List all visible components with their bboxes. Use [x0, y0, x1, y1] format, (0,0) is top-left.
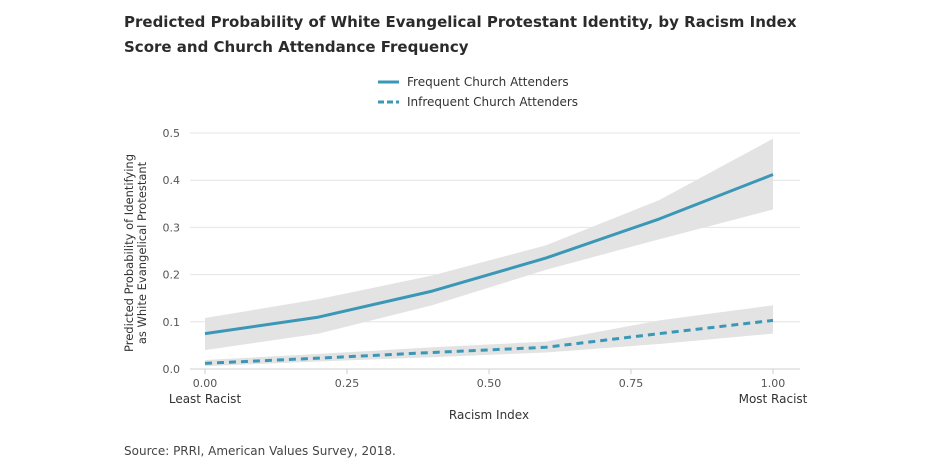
x-tick-label: 0.00: [193, 377, 218, 390]
y-tick-label: 0.2: [163, 269, 181, 282]
x-tick-label: 0.50: [477, 377, 502, 390]
series-lines: [204, 173, 774, 365]
x-axis-title: Racism Index: [449, 408, 529, 422]
x-tick-label: 1.00: [761, 377, 786, 390]
legend: Frequent Church Attenders Infrequent Chur…: [378, 75, 578, 109]
confidence-band-frequent: [205, 138, 773, 351]
y-axis-title-line: Predicted Probability of Identifying: [122, 154, 136, 352]
x-end-label-least: Least Racist: [169, 392, 242, 406]
x-tick-label: 0.25: [335, 377, 360, 390]
axes: 0.0 0.1 0.2 0.3 0.4 0.5 0.00 0.25 0.50 0.75 1.00 Le…: [122, 127, 808, 422]
x-tick-label: 0.75: [619, 377, 644, 390]
confidence-band-infrequent: [205, 305, 773, 367]
series-line-infrequent: [204, 318, 774, 365]
chart-title: Predicted Probability of White Evangelic…: [124, 13, 797, 56]
source-note: Source: PRRI, American Values Survey, 20…: [124, 444, 396, 458]
y-axis-title: Predicted Probability of Identifyingas W…: [122, 154, 149, 352]
y-tick-label: 0.3: [163, 221, 181, 234]
y-axis-title-line: as White Evangelical Protestant: [135, 161, 149, 344]
series-line-frequent: [204, 173, 774, 336]
legend-label: Infrequent Church Attenders: [407, 95, 578, 109]
confidence-bands: [205, 138, 773, 367]
legend-label: Frequent Church Attenders: [407, 75, 569, 89]
y-tick-label: 0.5: [163, 127, 181, 140]
y-tick-label: 0.1: [163, 316, 181, 329]
y-tick-label: 0.4: [163, 174, 181, 187]
y-tick-label: 0.0: [163, 363, 181, 376]
x-end-label-most: Most Racist: [739, 392, 808, 406]
